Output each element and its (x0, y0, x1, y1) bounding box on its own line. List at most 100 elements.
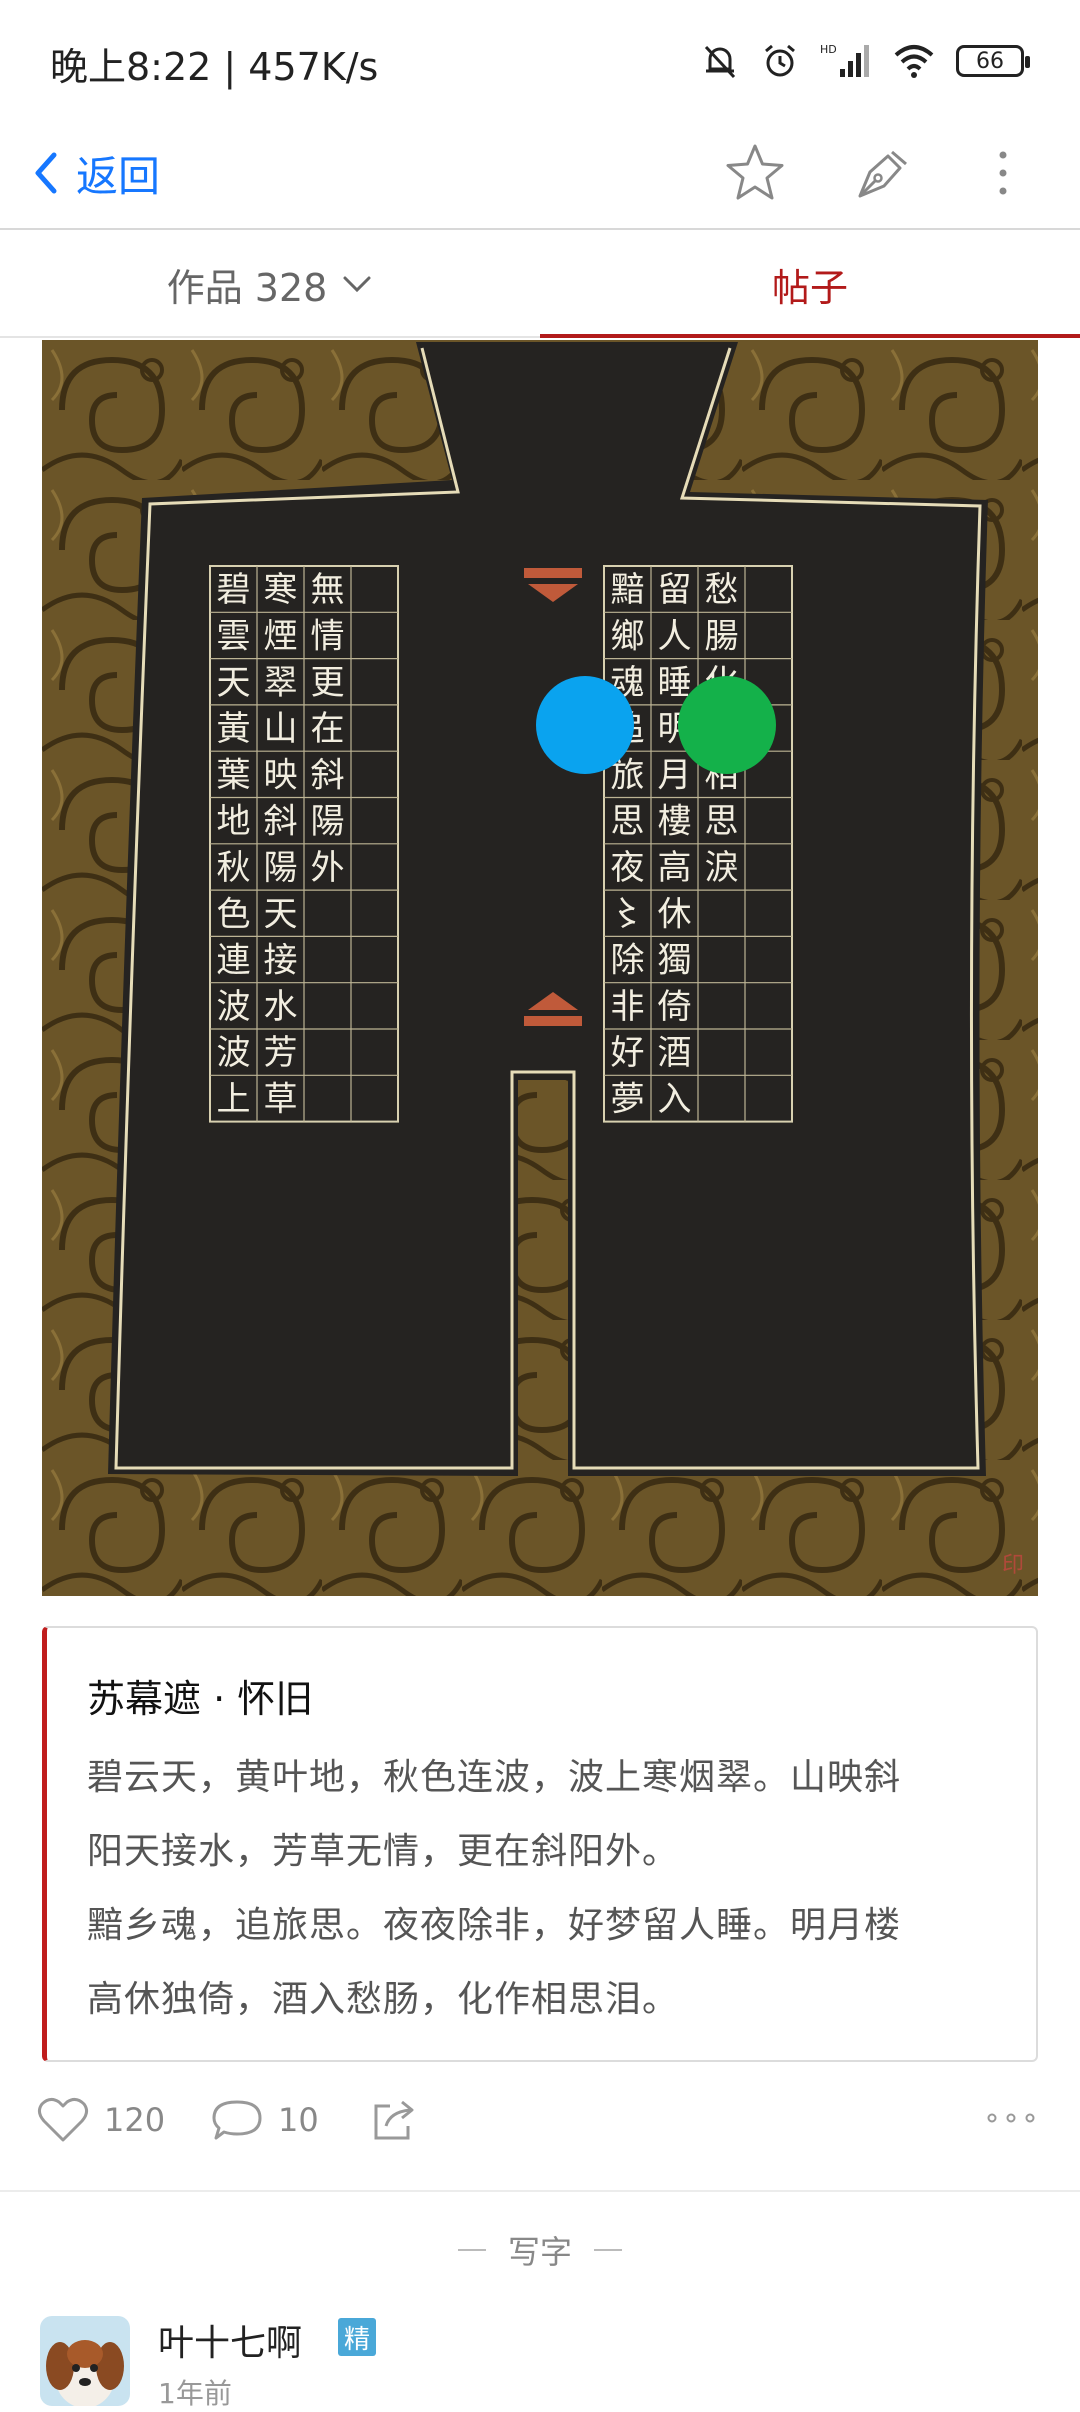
poem-line: 高休独倚，酒入愁肠，化作相思泪。 (87, 1979, 680, 2020)
more-menu-button[interactable] (968, 138, 1038, 208)
comment-button[interactable]: 10 (210, 2096, 319, 2144)
category-label: 写字 (0, 2220, 1080, 2280)
tab-works[interactable]: 作品 328 (0, 232, 540, 336)
like-button[interactable]: 120 (36, 2096, 165, 2144)
signal-icon: HD (820, 43, 869, 77)
pen-nib-icon (858, 150, 907, 198)
calligraphy-character: 休 (658, 894, 692, 934)
svg-text:HD: HD (820, 43, 837, 56)
tab-posts[interactable]: 帖子 (540, 232, 1080, 336)
puppy-avatar-icon (40, 2316, 130, 2406)
favorite-button[interactable] (720, 138, 790, 208)
poem-line: 碧云天，黄叶地，秋色连波，波上寒烟翠。山映斜 (87, 1757, 902, 1798)
alarm-icon (765, 44, 795, 77)
more-horizontal-icon (987, 2113, 1035, 2123)
featured-badge: 精 (338, 2318, 376, 2356)
calligraphy-character: 入 (658, 1079, 692, 1119)
status-icons: HD 66 (700, 36, 1030, 86)
calligraphy-character: 黃 (217, 709, 251, 749)
calligraphy-character: 翠 (264, 663, 298, 703)
calligraphy-character: 淚 (705, 848, 739, 888)
touch-indicator-green (678, 676, 776, 774)
calligraphy-character: 斜 (264, 802, 298, 842)
calligraphy-character: 斜 (311, 755, 345, 795)
calligraphy-character: 波 (217, 987, 251, 1027)
category-text: 写字 (507, 2233, 572, 2271)
calligraphy-character: 葉 (217, 755, 251, 795)
calligraphy-character: 映 (264, 755, 298, 795)
back-label: 返回 (76, 151, 161, 201)
post-time: 1年前 (158, 2377, 232, 2410)
calligraphy-character: 月 (658, 755, 692, 795)
poem-card: 苏幕遮 · 怀旧 碧云天，黄叶地，秋色连波，波上寒烟翠。山映斜 阳天接水，芳草无… (42, 1626, 1038, 2062)
calligraphy-character: 腸 (705, 616, 739, 656)
calligraphy-character: 更 (311, 663, 345, 703)
author-name[interactable]: 叶十七啊 (158, 2323, 303, 2364)
calligraphy-character: 黯 (611, 570, 645, 610)
avatar[interactable] (40, 2316, 130, 2406)
back-button[interactable]: 返回 (30, 140, 160, 206)
more-vertical-icon (999, 151, 1007, 195)
status-time: 晚上8:22 | 457K/s (50, 45, 379, 89)
status-bar: 晚上8:22 | 457K/s HD 66 (0, 0, 1080, 118)
calligraphy-character: 留 (658, 570, 692, 610)
calligraphy-character: 上 (217, 1079, 251, 1119)
calligraphy-character: 水 (264, 987, 298, 1027)
write-button[interactable] (846, 138, 916, 208)
poem-title: 苏幕遮 · 怀旧 (87, 1677, 314, 1721)
section-divider (0, 2190, 1080, 2192)
calligraphy-character: 雲 (217, 616, 251, 656)
calligraphy-character: 波 (217, 1033, 251, 1073)
share-button[interactable] (370, 2096, 418, 2144)
artist-seal: 印 (1002, 1553, 1024, 1578)
star-icon (726, 144, 784, 200)
calligraphy-character: 夢 (611, 1079, 645, 1119)
mute-bell-icon (704, 45, 736, 79)
tab-bar: 作品 328 帖子 (0, 232, 1080, 338)
author-row[interactable]: 叶十七啊 精 1年前 (40, 2310, 1040, 2410)
calligraphy-character: 山 (264, 709, 298, 749)
heart-icon (37, 2097, 89, 2142)
calligraphy-character: 色 (217, 894, 251, 934)
calligraphy-character: 陽 (264, 848, 298, 888)
active-tab-indicator (540, 334, 1080, 338)
calligraphy-character: 鄉 (611, 616, 645, 656)
post-actions: 120 10 (0, 2090, 1080, 2160)
calligraphy-character: 芳 (264, 1033, 298, 1073)
calligraphy-character: 人 (658, 616, 692, 656)
battery-icon: 66 (956, 45, 1030, 77)
calligraphy-character: 外 (311, 848, 345, 888)
poem-line: 黯乡魂，追旅思。夜夜除非，好梦留人睡。明月楼 (87, 1905, 902, 1946)
calligraphy-character: 無 (311, 570, 345, 610)
nav-bar: 返回 (0, 118, 1080, 230)
calligraphy-character: 寒 (264, 570, 298, 610)
category-line-left (457, 2249, 486, 2251)
calligraphy-character: 非 (611, 987, 645, 1027)
calligraphy-character: 倚 (658, 987, 692, 1027)
calligraphy-character: 高 (658, 848, 692, 888)
calligraphy-character: 秋 (217, 848, 251, 888)
touch-indicator-blue (536, 676, 634, 774)
category-line-right (594, 2249, 622, 2251)
calligraphy-character: 碧 (217, 570, 251, 610)
calligraphy-character: 草 (264, 1079, 298, 1119)
calligraphy-character: 情 (311, 616, 345, 656)
calligraphy-character: 思 (611, 802, 645, 842)
calligraphy-character: 思 (705, 802, 739, 842)
chevron-left-icon (35, 152, 57, 194)
calligraphy-character: 好 (611, 1033, 645, 1073)
calligraphy-character: 愁 (705, 570, 739, 610)
more-options-button[interactable] (986, 2110, 1036, 2126)
calligraphy-character: 陽 (311, 802, 345, 842)
tab-works-label: 作品 328 (166, 265, 328, 310)
calligraphy-character: 夜 (611, 848, 645, 888)
share-icon (374, 2100, 414, 2140)
calligraphy-character: 地 (217, 802, 251, 842)
tab-posts-label: 帖子 (771, 265, 848, 310)
calligraphy-character: 獨 (658, 941, 692, 981)
calligraphy-character: 樓 (658, 802, 692, 842)
calligraphy-character: 天 (264, 894, 298, 934)
wifi-icon (894, 45, 934, 78)
